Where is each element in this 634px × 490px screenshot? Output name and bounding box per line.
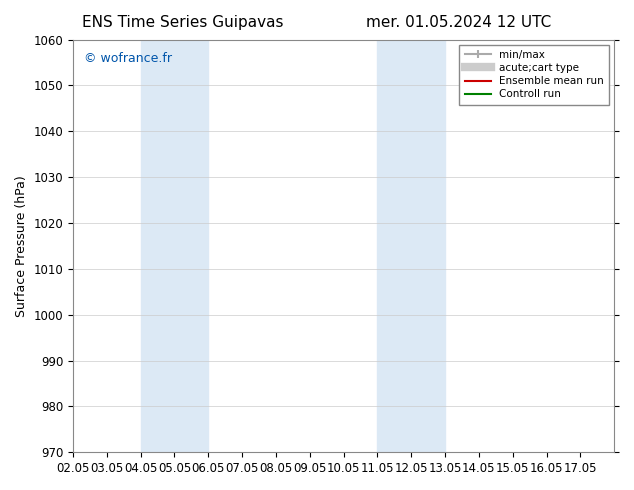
Text: mer. 01.05.2024 12 UTC: mer. 01.05.2024 12 UTC [366, 15, 552, 30]
Text: ENS Time Series Guipavas: ENS Time Series Guipavas [82, 15, 284, 30]
Y-axis label: Surface Pressure (hPa): Surface Pressure (hPa) [15, 175, 28, 317]
Bar [377, 40, 445, 452]
Bar [141, 40, 209, 452]
Legend: min/max, acute;cart type, Ensemble mean run, Controll run: min/max, acute;cart type, Ensemble mean … [460, 45, 609, 104]
Text: © wofrance.fr: © wofrance.fr [84, 52, 172, 65]
